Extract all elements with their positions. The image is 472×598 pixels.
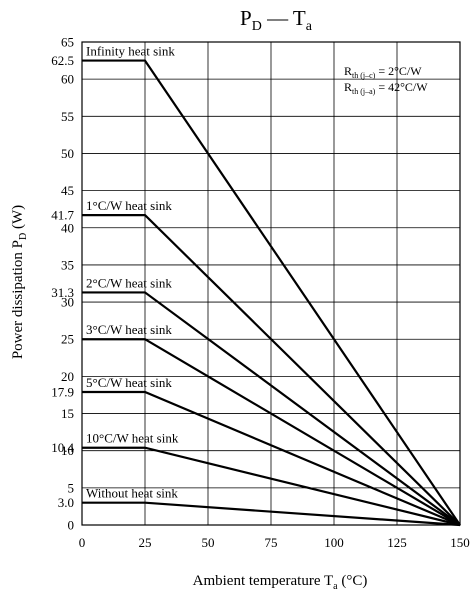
- series-line: [82, 214, 461, 526]
- y-tick-label: 3.0: [58, 495, 74, 510]
- series-line: [82, 338, 461, 526]
- x-axis-label: Ambient temperature Ta (°C): [193, 573, 368, 592]
- series-label: 2°C/W heat sink: [86, 275, 172, 290]
- series-label: 10°C/W heat sink: [86, 431, 179, 446]
- series-labels: Infinity heat sink 1°C/W heat sink 2°C/W h…: [86, 44, 179, 501]
- x-tick-label: 50: [202, 535, 215, 550]
- thermal-resistance-note: Rth (j–c) = 2°C/W Rth (j–a) = 42°C/W: [344, 64, 428, 96]
- y-tick-label: 10: [61, 443, 74, 458]
- y-tick-label: 15: [61, 406, 74, 421]
- y-axis-label: Power dissipation PD (W): [10, 205, 29, 359]
- y-tick-label: 20: [61, 369, 74, 384]
- chart-title-dash: — T: [262, 6, 306, 30]
- rth-ja-note: Rth (j–a) = 42°C/W: [344, 80, 428, 96]
- series-line: [82, 291, 461, 526]
- y-tick-label: 55: [61, 109, 74, 124]
- y-tick-label: 65: [61, 35, 74, 50]
- chart-title-main: P: [240, 6, 252, 30]
- y-tick-label: 30: [61, 295, 74, 310]
- series-lines: [82, 59, 461, 527]
- series-label: Without heat sink: [86, 486, 178, 501]
- series-line: [82, 390, 461, 527]
- x-tick-label: 125: [387, 535, 407, 550]
- series-label: 1°C/W heat sink: [86, 198, 172, 213]
- y-tick-label: 41.7: [51, 208, 74, 223]
- y-tick-label: 62.5: [51, 53, 74, 68]
- y-tick-label: 60: [61, 72, 74, 87]
- y-tick-label: 10.4: [51, 440, 74, 455]
- y-tick-label: 35: [61, 257, 74, 272]
- y-tick-label: 25: [61, 332, 74, 347]
- x-tick-label: 75: [265, 535, 278, 550]
- series-label: 3°C/W heat sink: [86, 322, 172, 337]
- series-line: [82, 59, 461, 526]
- chart-title-dash-subscript: a: [306, 19, 313, 34]
- y-tick-label: 40: [61, 220, 74, 235]
- chart-title-main-subscript: D: [252, 19, 262, 34]
- x-tick-label: 25: [139, 535, 152, 550]
- x-tick-label: 0: [79, 535, 86, 550]
- x-tick-label: 100: [324, 535, 344, 550]
- grid: [82, 42, 460, 525]
- series-label: Infinity heat sink: [86, 44, 175, 59]
- series-label: 5°C/W heat sink: [86, 375, 172, 390]
- y-tick-label: 0: [68, 518, 75, 533]
- series-line: [82, 501, 461, 527]
- x-tick-label: 150: [450, 535, 470, 550]
- x-tick-labels: 0 25 50 75 100 125 150: [79, 535, 470, 550]
- chart-title: PD — Ta: [240, 6, 313, 34]
- plot-frame: [81, 41, 461, 526]
- y-tick-label: 50: [61, 146, 74, 161]
- y-tick-label: 45: [61, 183, 74, 198]
- rth-jc-note: Rth (j–c) = 2°C/W: [344, 64, 422, 80]
- y-tick-label: 5: [68, 480, 75, 495]
- series-line: [82, 446, 461, 527]
- y-tick-label: 17.9: [51, 384, 74, 399]
- y-tick-label: 31.3: [51, 285, 74, 300]
